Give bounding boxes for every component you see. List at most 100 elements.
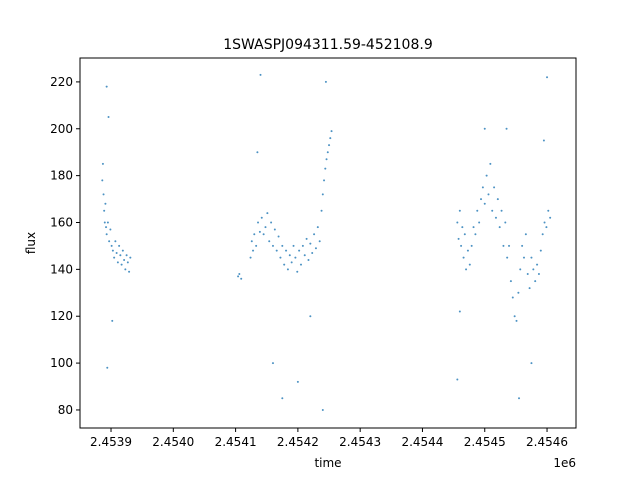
point (539, 249, 542, 252)
point (294, 256, 297, 259)
point (113, 256, 116, 259)
point (476, 209, 479, 212)
point (275, 249, 278, 252)
point (270, 221, 273, 224)
point (118, 244, 121, 247)
point (264, 226, 267, 229)
point (324, 167, 327, 170)
point (546, 76, 549, 79)
plot-frame (79, 57, 577, 429)
point (321, 193, 324, 196)
point (128, 270, 131, 273)
point (325, 158, 328, 161)
point (465, 268, 468, 271)
point (324, 80, 327, 83)
point (114, 240, 117, 243)
point (461, 226, 464, 229)
point (478, 221, 481, 224)
point (237, 275, 240, 278)
point (493, 186, 496, 189)
point (466, 249, 469, 252)
point (481, 186, 484, 189)
point (107, 116, 110, 119)
x-tick-label: 2.4540 (152, 435, 194, 449)
point (528, 287, 531, 290)
y-tick-label: 200 (50, 122, 73, 136)
x-tick-label: 2.4542 (277, 435, 319, 449)
point (110, 244, 113, 247)
point (489, 162, 492, 165)
point (462, 256, 465, 259)
point (271, 244, 274, 247)
x-tick-label: 2.4543 (339, 435, 381, 449)
y-tick-label: 220 (50, 75, 73, 89)
point (111, 249, 114, 252)
point (105, 233, 108, 236)
point (542, 139, 545, 142)
point (109, 228, 112, 231)
point (458, 310, 461, 313)
point (259, 73, 262, 76)
y-tick-label: 80 (58, 403, 73, 417)
point (249, 256, 252, 259)
point (316, 226, 319, 229)
x-axis-label: time (314, 456, 341, 470)
point (311, 251, 314, 254)
point (521, 244, 524, 247)
point (256, 151, 259, 154)
point (502, 244, 505, 247)
point (328, 144, 331, 147)
point (288, 254, 291, 257)
x-tick-label: 2.4539 (90, 435, 132, 449)
point (485, 174, 488, 177)
point (543, 221, 546, 224)
point (129, 256, 132, 259)
point (480, 198, 483, 201)
point (102, 193, 105, 196)
point (545, 226, 548, 229)
point (526, 273, 529, 276)
point (266, 212, 269, 215)
point (460, 244, 463, 247)
point (125, 254, 128, 257)
point (534, 280, 537, 283)
y-tick-label: 100 (50, 356, 73, 370)
point (530, 256, 533, 259)
point (281, 244, 284, 247)
point (504, 221, 507, 224)
point (524, 233, 527, 236)
point (296, 380, 299, 383)
point (119, 254, 122, 257)
point (320, 209, 323, 212)
point (101, 162, 104, 165)
point (532, 268, 535, 271)
point (491, 209, 494, 212)
point (498, 226, 501, 229)
y-tick-label: 120 (50, 309, 73, 323)
point (104, 202, 107, 205)
point (517, 291, 520, 294)
point (496, 198, 499, 201)
y-tick-label: 140 (50, 262, 73, 276)
point (483, 202, 486, 205)
point (536, 263, 539, 266)
x-tick-label: 2.4544 (401, 435, 443, 449)
point (314, 247, 317, 250)
point (500, 209, 503, 212)
point (115, 251, 118, 254)
point (250, 240, 253, 243)
point (541, 233, 544, 236)
point (111, 319, 114, 322)
point (505, 127, 508, 130)
point (518, 397, 521, 400)
point (106, 221, 109, 224)
point (258, 230, 261, 233)
point (313, 233, 316, 236)
point (511, 296, 514, 299)
point (298, 249, 301, 252)
point (277, 235, 280, 238)
point (323, 179, 326, 182)
point (468, 263, 471, 266)
point (101, 179, 104, 182)
point (515, 319, 518, 322)
